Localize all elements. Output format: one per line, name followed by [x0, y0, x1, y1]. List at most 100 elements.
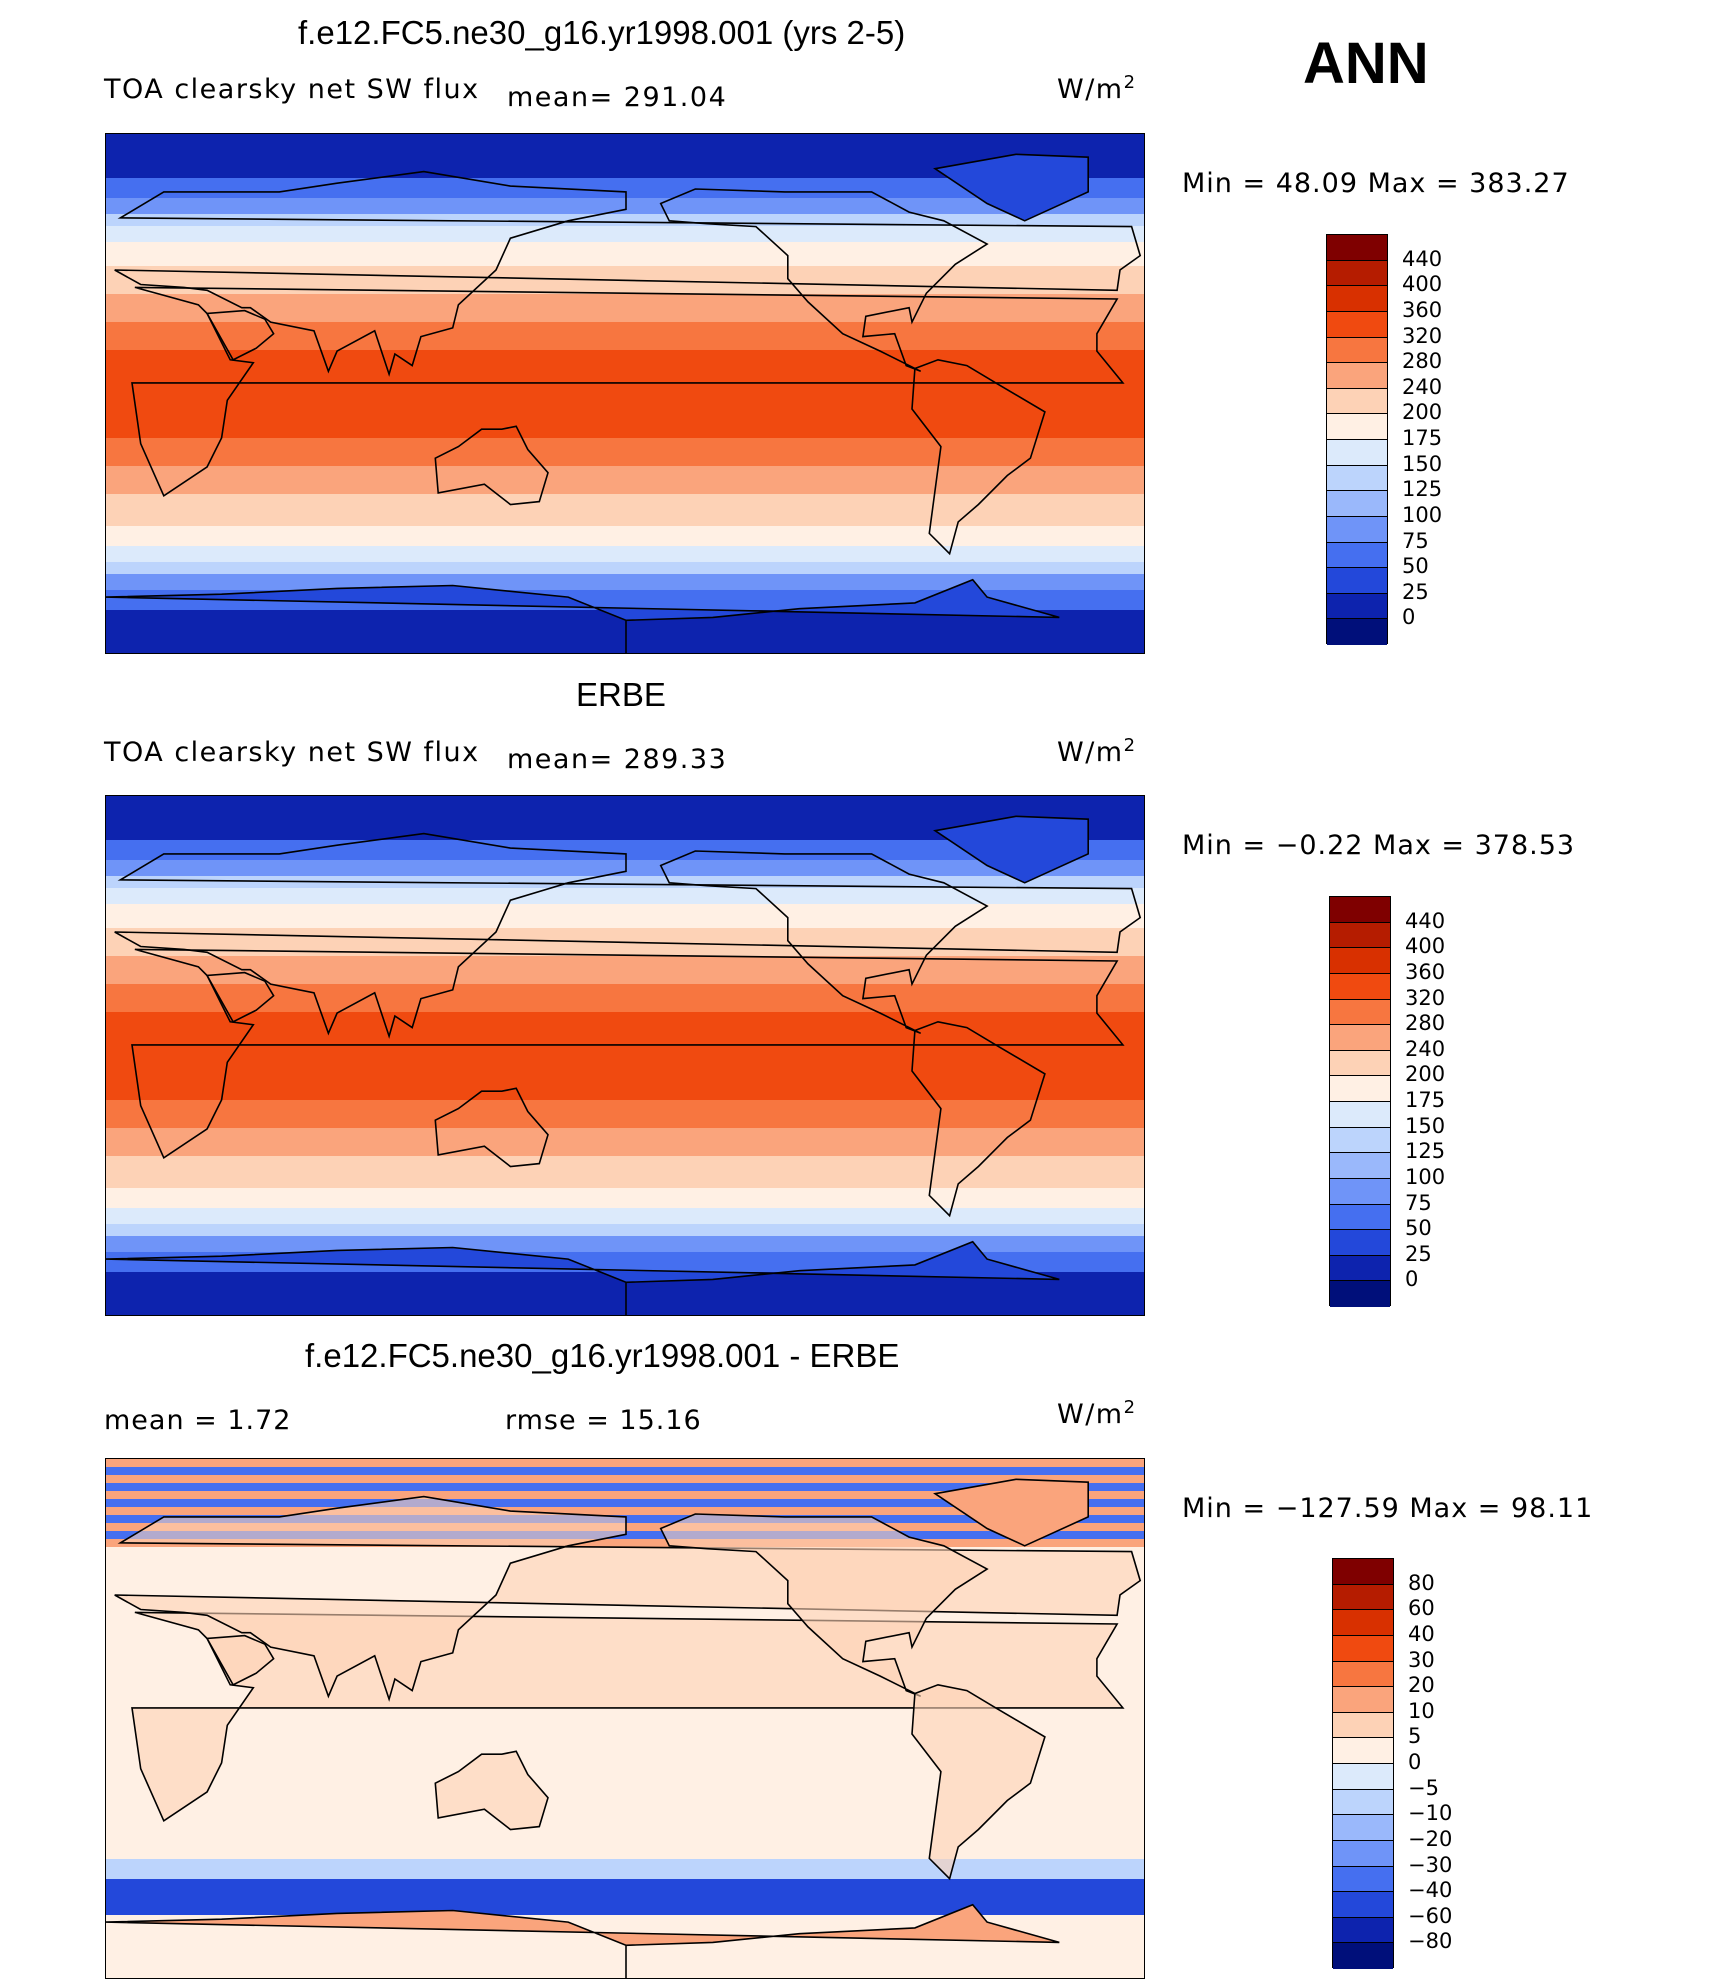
colorbar-tick-label: 0 — [1402, 605, 1416, 630]
colorbar-tick-label: 75 — [1402, 528, 1429, 553]
colorbar-swatch — [1330, 1076, 1390, 1102]
colorbar-swatch — [1330, 897, 1390, 923]
colorbar-swatch — [1327, 568, 1387, 594]
colorbar-swatch — [1330, 1255, 1390, 1282]
colorbar-tick-label: 400 — [1405, 934, 1446, 959]
colorbar-swatch — [1327, 363, 1387, 389]
colorbar-tick-label: 50 — [1402, 554, 1429, 579]
colorbar-swatch — [1330, 1102, 1390, 1128]
colorbar-tick-label: 100 — [1402, 502, 1443, 527]
colorbar-tick-label: 360 — [1402, 297, 1443, 322]
colorbar-tick-label: 125 — [1405, 1139, 1446, 1164]
panel3-rmse-label: rmse = 15.16 — [505, 1405, 702, 1436]
colorbar-tick-label: 30 — [1408, 1647, 1435, 1672]
panel1-mean-label: mean= 291.04 — [507, 82, 728, 113]
colorbar-tick-label: 280 — [1405, 1011, 1446, 1036]
colorbar-swatch — [1333, 1687, 1393, 1713]
colorbar-swatch — [1330, 999, 1390, 1026]
coastline-samerica — [911, 358, 1046, 556]
colorbar-tick-label: 175 — [1405, 1088, 1446, 1112]
colorbar-tick-label: 25 — [1405, 1241, 1432, 1266]
colorbar-tick-label: 25 — [1402, 579, 1429, 604]
colorbar-swatch — [1333, 1840, 1393, 1867]
colorbar-swatch — [1330, 948, 1390, 974]
colorbar-tick-label: 320 — [1405, 985, 1446, 1010]
map-field — [106, 796, 1144, 1315]
colorbar-swatch — [1330, 1025, 1390, 1051]
colorbar-tick-label: 240 — [1402, 374, 1443, 399]
colorbar-swatch — [1333, 1610, 1393, 1636]
colorbar-swatch — [1333, 1738, 1393, 1764]
colorbar-tick-label: 440 — [1405, 908, 1446, 933]
coastline-australia — [434, 425, 549, 506]
colorbar-tick-label: −40 — [1408, 1878, 1453, 1903]
panel3-minmax: Min = −127.59 Max = 98.11 — [1182, 1493, 1594, 1524]
colorbar-swatch — [1330, 1050, 1390, 1077]
panel3-colorbar — [1332, 1558, 1394, 1969]
colorbar-swatch — [1327, 516, 1387, 543]
coastline-australia — [434, 1087, 549, 1168]
colorbar-tick-label: 150 — [1402, 451, 1443, 476]
colorbar-swatch — [1327, 260, 1387, 287]
season-label: ANN — [1303, 31, 1429, 96]
colorbar-swatch — [1333, 1815, 1393, 1841]
colorbar-swatch — [1327, 491, 1387, 517]
coastline-namerica — [659, 1513, 989, 1698]
colorbar-swatch — [1327, 388, 1387, 415]
coastline-eurasia — [114, 1495, 1142, 1702]
panel2-colorbar — [1329, 896, 1391, 1307]
colorbar-swatch — [1333, 1866, 1393, 1893]
colorbar-swatch — [1330, 1178, 1390, 1205]
colorbar-tick-label: −30 — [1408, 1852, 1453, 1877]
coastline-antarctica — [106, 1240, 1060, 1315]
panel3-map — [105, 1458, 1145, 1979]
colorbar-swatch — [1330, 973, 1390, 1000]
colorbar-swatch — [1327, 440, 1387, 466]
colorbar-tick-label: 200 — [1405, 1062, 1446, 1087]
colorbar-swatch — [1327, 311, 1387, 338]
coastline-australia — [434, 1750, 549, 1831]
coastline-eurasia — [114, 170, 1142, 377]
colorbar-tick-label: −10 — [1408, 1801, 1453, 1826]
colorbar-tick-label: −5 — [1408, 1775, 1439, 1800]
colorbar-tick-label: 80 — [1408, 1570, 1435, 1595]
panel2-variable-label: TOA clearsky net SW flux — [104, 737, 480, 768]
colorbar-swatch — [1333, 1635, 1393, 1662]
panel1-colorbar — [1326, 234, 1388, 645]
colorbar-swatch — [1327, 465, 1387, 492]
colorbar-tick-label: 125 — [1402, 477, 1443, 502]
panel2-units-label: W/m2 — [1057, 735, 1137, 768]
colorbar-swatch — [1327, 619, 1387, 645]
colorbar-tick-label: 280 — [1402, 349, 1443, 374]
colorbar-tick-label: 320 — [1402, 323, 1443, 348]
colorbar-tick-label: 10 — [1408, 1698, 1435, 1723]
map-field — [106, 1459, 1144, 1978]
colorbar-swatch — [1333, 1584, 1393, 1611]
colorbar-tick-label: −80 — [1408, 1929, 1453, 1954]
coastline-namerica — [659, 850, 989, 1035]
coastline-africa — [131, 948, 1125, 1159]
panel2-map — [105, 795, 1145, 1316]
colorbar-swatch — [1333, 1892, 1393, 1918]
colorbar-tick-label: 240 — [1405, 1036, 1446, 1061]
colorbar-tick-label: 40 — [1408, 1621, 1435, 1646]
colorbar-tick-label: 0 — [1408, 1750, 1422, 1774]
colorbar-tick-label: 440 — [1402, 246, 1443, 271]
colorbar-tick-label: 75 — [1405, 1190, 1432, 1215]
colorbar-tick-label: 5 — [1408, 1724, 1422, 1749]
colorbar-tick-label: 150 — [1405, 1113, 1446, 1138]
colorbar-swatch — [1333, 1943, 1393, 1969]
colorbar-swatch — [1330, 1230, 1390, 1256]
colorbar-tick-label: 200 — [1402, 400, 1443, 425]
panel3-units-label: W/m2 — [1057, 1397, 1137, 1430]
colorbar-swatch — [1327, 414, 1387, 440]
coastline-greenland — [933, 153, 1089, 222]
colorbar-tick-label: −20 — [1408, 1826, 1453, 1851]
panel1-title: f.e12.FC5.ne30_g16.yr1998.001 (yrs 2-5) — [298, 14, 906, 51]
colorbar-swatch — [1333, 1789, 1393, 1816]
coastline-namerica — [659, 188, 989, 373]
coastline-africa — [131, 286, 1125, 497]
colorbar-tick-label: 175 — [1402, 426, 1443, 450]
coastline-antarctica — [106, 1903, 1060, 1978]
coastline-arabia — [205, 1634, 275, 1686]
